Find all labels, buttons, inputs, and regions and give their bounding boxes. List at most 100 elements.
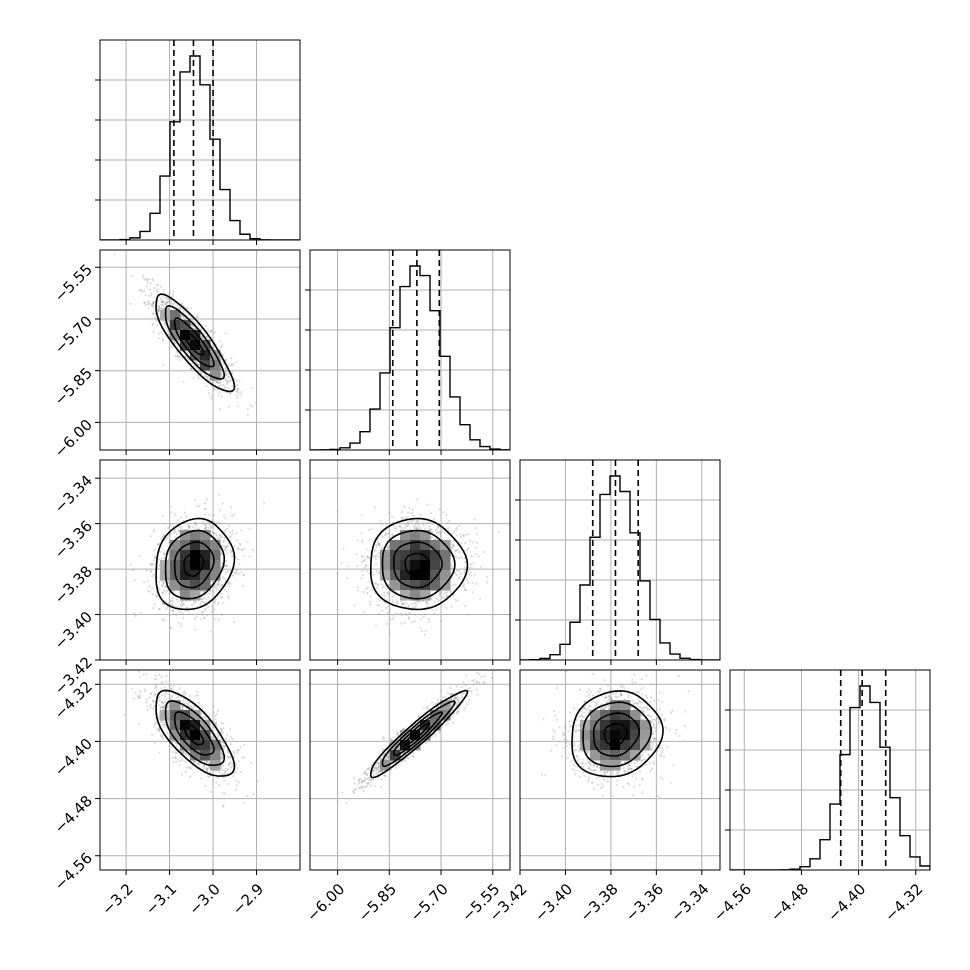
scatter-point (148, 585, 151, 588)
scatter-point (430, 536, 433, 539)
scatter-point (225, 571, 228, 574)
scatter-point (220, 395, 223, 398)
scatter-point (419, 626, 422, 629)
scatter-point (222, 601, 225, 605)
density-cell (380, 560, 391, 571)
scatter-point (207, 605, 210, 609)
scatter-point (398, 525, 401, 528)
scatter-point (166, 300, 169, 303)
scatter-point (204, 513, 207, 516)
scatter-point (242, 756, 246, 759)
scatter-point (225, 546, 228, 549)
scatter-point (184, 702, 187, 705)
scatter-point (422, 524, 425, 527)
scatter-point (142, 277, 145, 280)
scatter-point (156, 309, 159, 312)
scatter-point (219, 584, 223, 587)
scatter-point (220, 584, 223, 587)
scatter-point (468, 573, 471, 576)
scatter-point (467, 533, 470, 536)
scatter-point (225, 372, 228, 375)
scatter-point (140, 290, 144, 293)
scatter-point (482, 550, 485, 554)
scatter-point (180, 622, 183, 625)
scatter-point (191, 324, 194, 327)
scatter-point (160, 285, 163, 288)
scatter-point (225, 382, 229, 385)
scatter-point (221, 613, 224, 617)
density-cell (210, 550, 221, 561)
scatter-point (236, 396, 239, 399)
scatter-point (454, 598, 457, 601)
scatter-point (367, 555, 370, 558)
scatter-point (146, 303, 149, 306)
scatter-point (454, 583, 457, 586)
scatter-point (197, 363, 200, 366)
scatter-point (171, 609, 174, 612)
density-cell (410, 580, 421, 591)
scatter-point (445, 595, 448, 598)
scatter-point (211, 385, 214, 388)
density-cell (180, 550, 191, 561)
scatter-point (255, 402, 258, 405)
scatter-point (163, 551, 166, 555)
scatter-point (162, 296, 165, 299)
scatter-point (220, 344, 224, 347)
scatter-point (191, 318, 194, 321)
scatter-point (440, 530, 443, 533)
scatter-point (366, 591, 369, 595)
scatter-point (167, 331, 170, 334)
contour-line (183, 329, 205, 356)
scatter-point (179, 604, 182, 607)
density-cell (380, 570, 391, 581)
scatter-point (166, 589, 169, 592)
contour-line (393, 541, 443, 589)
scatter-point (182, 309, 185, 312)
scatter-point (215, 380, 219, 383)
scatter-point (239, 745, 243, 749)
scatter-point (167, 307, 170, 310)
scatter-point (381, 586, 384, 589)
scatter-point (425, 601, 428, 604)
scatter-point (210, 330, 213, 333)
density-cell (410, 560, 421, 571)
scatter-point (401, 602, 404, 606)
scatter-point (197, 369, 200, 372)
scatter-point (486, 575, 489, 578)
scatter-point (231, 574, 234, 577)
scatter-point (156, 283, 159, 287)
scatter-point (385, 533, 388, 536)
scatter-point (157, 727, 161, 730)
scatter-point (205, 614, 208, 617)
scatter-point (205, 384, 208, 388)
scatter-point (226, 590, 229, 593)
scatter-point (212, 514, 215, 517)
scatter-point (452, 584, 455, 587)
scatter-point (417, 524, 420, 527)
scatter-point (458, 575, 461, 579)
scatter-point (193, 521, 197, 524)
scatter-point (236, 539, 239, 542)
scatter-point (166, 605, 169, 609)
scatter-point (410, 621, 413, 624)
scatter-point (187, 358, 190, 361)
scatter-point (218, 783, 221, 787)
scatter-point (161, 693, 164, 697)
scatter-point (464, 588, 467, 591)
scatter-point (420, 618, 423, 621)
scatter-point (169, 599, 172, 602)
scatter-point (170, 302, 173, 305)
scatter-point (242, 555, 245, 558)
scatter-point (153, 300, 156, 303)
scatter-point (200, 377, 203, 380)
scatter-point (235, 532, 238, 535)
scatter-point (142, 673, 145, 676)
scatter-point (178, 610, 181, 613)
scatter-point (172, 295, 175, 298)
scatter-point (217, 580, 221, 583)
scatter-point (450, 546, 453, 549)
scatter-point (201, 611, 204, 614)
scatter-point (449, 591, 452, 594)
scatter-point (163, 686, 167, 689)
scatter-point (235, 393, 238, 397)
